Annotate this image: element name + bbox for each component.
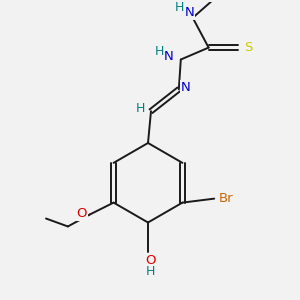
Text: O: O <box>145 254 155 267</box>
Text: H: H <box>154 45 164 58</box>
Text: S: S <box>244 41 253 54</box>
Text: Br: Br <box>219 192 233 205</box>
Text: O: O <box>76 207 87 220</box>
Text: N: N <box>164 50 174 63</box>
Text: H: H <box>135 102 145 115</box>
Text: H: H <box>145 265 155 278</box>
Text: H: H <box>175 1 184 14</box>
Text: N: N <box>185 6 195 19</box>
Text: N: N <box>181 81 190 94</box>
